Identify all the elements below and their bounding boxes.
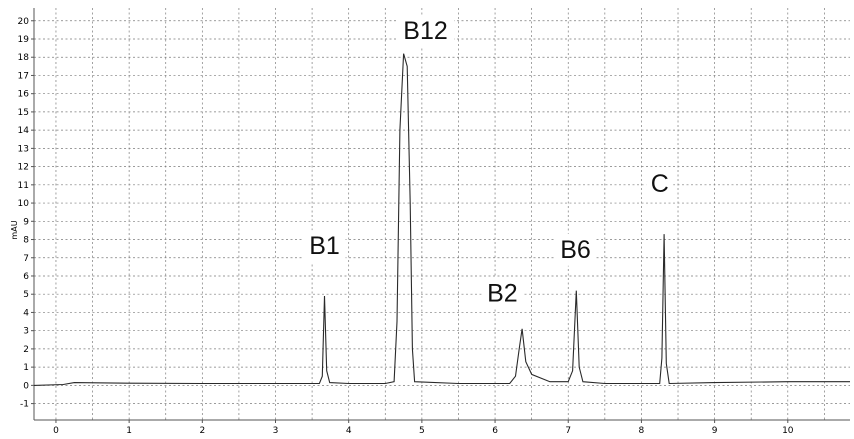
peak-label-b12: B12 xyxy=(397,14,455,47)
chromatogram-trace-1 xyxy=(33,53,850,386)
peak-label-background xyxy=(554,233,597,266)
peak-label-text: B1 xyxy=(309,232,340,260)
peak-label-b2: B2 xyxy=(481,277,524,310)
peak-label-b6: B6 xyxy=(554,233,597,266)
y-tick-label: 1 xyxy=(23,363,29,373)
peak-label-b1: B1 xyxy=(303,230,346,263)
peak-label-background xyxy=(646,168,674,201)
y-tick-label: 7 xyxy=(23,254,29,264)
peak-label-c: C xyxy=(646,168,674,201)
peak-label-text: B12 xyxy=(403,17,447,45)
peak-label-text: B2 xyxy=(487,280,518,308)
peak-label-background xyxy=(303,230,346,263)
x-tick-label: 2 xyxy=(199,426,205,436)
y-tick-label: 16 xyxy=(18,90,30,100)
x-tick-label: 1 xyxy=(126,426,132,436)
y-tick-label: 10 xyxy=(18,199,30,209)
y-tick-label: 13 xyxy=(18,144,29,154)
x-tick-label: 3 xyxy=(273,426,279,436)
y-tick-label: 11 xyxy=(18,181,29,191)
peak-label-background xyxy=(397,14,455,47)
y-tick-label: 2 xyxy=(23,345,29,355)
x-tick-label: 9 xyxy=(712,426,718,436)
grid xyxy=(34,8,850,420)
y-tick-label: 19 xyxy=(18,35,30,45)
y-tick-label: 12 xyxy=(18,163,29,173)
y-tick-label: 8 xyxy=(23,236,29,246)
x-tick-label: 4 xyxy=(346,426,352,436)
y-tick-label: 6 xyxy=(23,272,29,282)
x-tick-label: 7 xyxy=(565,426,571,436)
x-tick-label: 0 xyxy=(53,426,59,436)
y-tick-label: 18 xyxy=(18,53,30,63)
x-tick-label: 8 xyxy=(639,426,645,436)
peak-label-text: B6 xyxy=(560,236,591,264)
y-tick-label: 4 xyxy=(23,308,29,318)
y-tick-label: 17 xyxy=(18,71,29,81)
y-tick-label: 14 xyxy=(18,126,30,136)
x-tick-label: 10 xyxy=(782,426,794,436)
y-tick-label: 9 xyxy=(23,217,29,227)
axes xyxy=(31,8,850,423)
y-tick-label: 3 xyxy=(23,327,29,337)
x-tick-label: 6 xyxy=(492,426,498,436)
y-tick-label: 15 xyxy=(18,108,29,118)
y-tick-label: 5 xyxy=(23,290,29,300)
peak-label-background xyxy=(481,277,524,310)
y-tick-label: 0 xyxy=(23,381,29,391)
y-tick-label: -1 xyxy=(20,400,29,410)
y-axis-label: mAU xyxy=(10,220,19,239)
y-tick-label: 20 xyxy=(18,17,30,27)
series xyxy=(33,53,850,386)
x-tick-label: 5 xyxy=(419,426,425,436)
peak-annotations: B1 B12 B2 B6 C xyxy=(303,14,674,310)
peak-label-text: C xyxy=(651,170,669,198)
